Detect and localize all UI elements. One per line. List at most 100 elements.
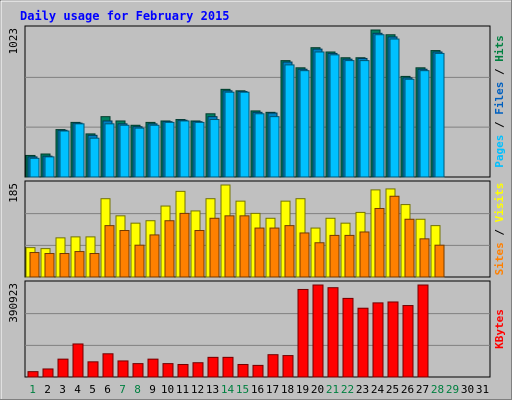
y-max-label: 390923: [7, 283, 20, 323]
bar-kbytes-day-11: [177, 363, 189, 378]
x-tick-label-day-19: 19: [296, 383, 309, 396]
bar-pages-day-16: [254, 113, 265, 178]
bar-sites-day-12: [194, 230, 205, 278]
bar-sites-day-13: [209, 217, 220, 278]
series-legend-label: KBytes: [493, 309, 506, 349]
x-tick-label-day-5: 5: [89, 383, 96, 396]
bar-sites-day-9: [149, 234, 160, 278]
bar-sites-day-7: [119, 230, 130, 278]
bar-kbytes-day-2: [42, 368, 54, 378]
x-tick-label-day-13: 13: [206, 383, 219, 396]
bar-sites-day-5: [89, 253, 100, 278]
bar-sites-day-22: [344, 234, 355, 278]
bar-pages-day-12: [194, 121, 205, 178]
bar-pages-day-27: [419, 70, 430, 178]
legend-part: /: [493, 115, 506, 135]
x-tick-label-day-31: 31: [476, 383, 489, 396]
bar-pages-day-11: [179, 120, 190, 178]
x-tick-label-day-7: 7: [119, 383, 126, 396]
bar-kbytes-day-24: [372, 302, 384, 378]
bar-pages-day-13: [209, 119, 220, 178]
x-tick-label-day-1: 1: [29, 383, 36, 396]
x-tick-label-day-3: 3: [59, 383, 66, 396]
bar-kbytes-day-22: [342, 297, 354, 378]
bar-kbytes-day-4: [72, 343, 84, 378]
bar-kbytes-day-12: [192, 362, 204, 378]
bar-kbytes-day-20: [312, 284, 324, 378]
bar-kbytes-day-15: [237, 363, 249, 378]
bar-kbytes-day-21: [327, 287, 339, 378]
bar-kbytes-day-13: [207, 356, 219, 378]
bar-sites-day-26: [404, 218, 415, 278]
legend-part: Files: [493, 82, 506, 115]
bar-sites-day-4: [74, 251, 85, 278]
bar-pages-day-3: [59, 130, 70, 178]
bar-kbytes-day-14: [222, 356, 234, 378]
legend-part: /: [493, 222, 506, 242]
bar-sites-day-28: [434, 244, 445, 278]
x-tick-label-day-12: 12: [191, 383, 204, 396]
bar-sites-day-2: [44, 253, 55, 278]
x-tick-label-day-18: 18: [281, 383, 294, 396]
bar-pages-day-1: [29, 157, 40, 178]
bar-kbytes-day-26: [402, 305, 414, 378]
bar-kbytes-day-27: [417, 284, 429, 378]
bar-kbytes-day-17: [267, 354, 279, 378]
y-max-label: 185: [7, 183, 20, 203]
bar-pages-day-4: [74, 123, 85, 178]
x-tick-label-day-11: 11: [176, 383, 189, 396]
x-tick-label-day-17: 17: [266, 383, 279, 396]
bar-sites-day-25: [389, 195, 400, 278]
bar-kbytes-day-10: [162, 363, 174, 378]
x-tick-label-day-20: 20: [311, 383, 324, 396]
bar-sites-day-14: [224, 215, 235, 278]
bar-pages-day-19: [299, 70, 310, 178]
bar-pages-day-2: [44, 156, 55, 178]
bar-pages-day-26: [404, 78, 415, 178]
legend-part: Hits: [493, 35, 506, 62]
bar-kbytes-day-23: [357, 307, 369, 378]
legend-part: Pages: [493, 135, 506, 168]
bar-kbytes-day-9: [147, 358, 159, 378]
bar-kbytes-day-25: [387, 301, 399, 378]
bar-pages-day-28: [434, 52, 445, 178]
x-tick-label-day-15: 15: [236, 383, 249, 396]
bar-pages-day-21: [329, 54, 340, 178]
bar-pages-day-17: [269, 116, 280, 178]
bar-sites-day-17: [269, 227, 280, 278]
bar-sites-day-8: [134, 244, 145, 278]
x-tick-label-day-2: 2: [44, 383, 51, 396]
bar-pages-day-23: [359, 60, 370, 178]
x-tick-label-day-22: 22: [341, 383, 354, 396]
panel-middle: 185 Sites / Visits: [7, 180, 506, 278]
bar-sites-day-19: [299, 232, 310, 278]
bar-pages-day-7: [119, 124, 130, 178]
bar-pages-day-25: [389, 38, 400, 178]
x-tick-label-day-27: 27: [416, 383, 429, 396]
x-tick-label-day-21: 21: [326, 383, 339, 396]
legend-part: Sites: [493, 242, 506, 275]
bar-kbytes-day-16: [252, 364, 264, 378]
bar-kbytes-day-7: [117, 360, 129, 378]
bar-pages-day-10: [164, 121, 175, 178]
bar-sites-day-21: [329, 234, 340, 278]
bar-pages-day-20: [314, 51, 325, 178]
bar-sites-day-11: [179, 212, 190, 278]
x-tick-label-day-26: 26: [401, 383, 414, 396]
x-tick-label-day-28: 28: [431, 383, 444, 396]
bar-sites-day-27: [419, 238, 430, 278]
bar-kbytes-day-8: [132, 363, 144, 378]
x-tick-label-day-29: 29: [446, 383, 459, 396]
bar-sites-day-23: [359, 231, 370, 278]
bar-sites-day-1: [29, 252, 40, 278]
bar-sites-day-16: [254, 227, 265, 278]
bar-pages-day-15: [239, 91, 250, 178]
x-tick-label-day-6: 6: [104, 383, 111, 396]
bar-pages-day-22: [344, 60, 355, 178]
bar-kbytes-day-19: [297, 288, 309, 378]
x-tick-label-day-30: 30: [461, 383, 474, 396]
bar-sites-day-10: [164, 220, 175, 278]
